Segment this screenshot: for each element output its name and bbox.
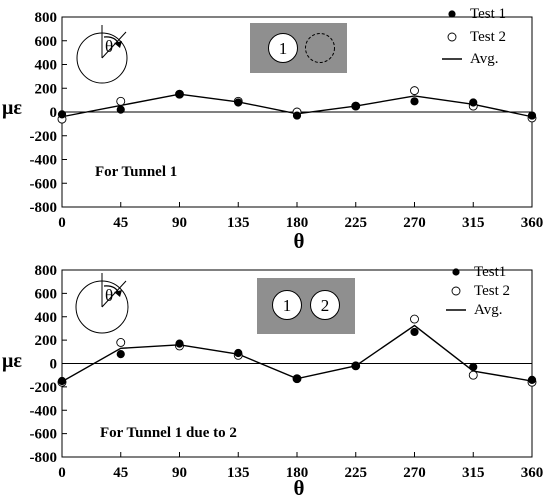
tunnel-box-background [257,278,355,334]
tunnel-layout-box: 1 [250,23,347,73]
legend-test2-marker [451,286,461,296]
tunnel-circle [272,290,302,320]
x-tick-label: 225 [345,465,368,481]
x-tick-label: 315 [462,215,485,231]
angle-inset-diagram: θ [75,273,129,334]
x-tick-label: 0 [58,215,66,231]
inset-arrowhead [114,290,122,297]
y-axis-label: με [2,97,22,119]
tunnel-label: 1 [279,39,288,58]
y-tick-label: 0 [50,357,58,373]
x-tick-label: 45 [113,465,128,481]
y-tick-label: 0 [50,105,58,121]
test1-point [175,339,184,348]
legend-avg-label: Avg. [474,302,502,318]
test1-point [175,90,184,99]
x-tick-label: 180 [286,465,309,481]
tunnel-circle [310,290,340,320]
y-tick-label: -800 [30,200,58,216]
y-tick-label: -200 [30,129,58,145]
test2-point [116,96,126,106]
test1-point [469,98,478,107]
y-tick-label: 600 [35,34,58,50]
tunnel-label: 2 [321,296,330,315]
tunnel-circle [268,33,298,63]
x-tick-label: 270 [403,465,426,481]
y-tick-label: 200 [35,333,58,349]
legend: Test 1 Test 2 Avg. [442,6,506,67]
y-tick-label: -400 [30,153,58,169]
x-tick-label: 45 [113,215,128,231]
x-tick-label: 315 [462,465,485,481]
y-tick-label: -200 [30,380,58,396]
y-tick-label: 800 [35,10,58,26]
test1-point [292,111,302,120]
inset-arrowhead [114,41,122,48]
test1-point [234,348,243,358]
y-tick-label: -400 [30,403,58,419]
x-tick-label: 90 [172,215,187,231]
y-tick-label: -800 [30,450,58,466]
y-tick-label: 400 [35,310,58,326]
inset-theta-label: θ [105,37,113,56]
legend-avg-label: Avg. [470,51,498,67]
x-axis-label: θ [294,229,305,253]
legend-test1-label: Test 1 [470,6,506,22]
legend-test1-label: Test1 [474,264,506,280]
test1-point [116,350,125,359]
legend-test1-marker [448,10,456,18]
test1-point [234,98,243,107]
legend-test1-marker [452,268,460,276]
test1-point [410,97,419,106]
test1-point [351,361,360,370]
legend-test2-marker [447,32,457,42]
test1-point [410,327,419,337]
y-tick-label: 600 [35,286,58,302]
test1-point [292,374,302,383]
tunnel-label: 1 [283,296,292,315]
x-tick-label: 180 [286,215,309,231]
x-tick-label: 90 [172,465,187,481]
test2-point [116,338,126,347]
angle-inset-diagram: θ [76,25,128,84]
tunnel-outline-dashed [305,33,335,63]
test1-point [469,362,478,372]
x-tick-label: 270 [403,215,426,231]
panel-annotation: For Tunnel 1 [95,164,177,180]
x-tick-label: 225 [345,215,368,231]
test1-point [57,110,67,119]
x-tick-label: 360 [521,215,544,231]
x-tick-label: 0 [58,465,66,481]
y-tick-label: 400 [35,58,58,74]
inset-radius-line [101,280,127,308]
test1-point [351,101,360,111]
x-tick-label: 360 [521,465,544,481]
x-axis-label: θ [294,476,305,498]
inset-radius-line [101,31,127,59]
y-tick-label: 200 [35,81,58,97]
test1-point [57,376,67,386]
legend-test2-label: Test 2 [474,283,510,299]
test1-point [527,111,537,120]
inset-theta-label: θ [105,286,113,305]
test1-point [527,375,537,384]
legend-test2-label: Test 2 [470,29,506,45]
y-tick-label: 800 [35,263,58,279]
test2-point [410,314,419,324]
test2-point [468,370,478,380]
panel-annotation: For Tunnel 1 due to 2 [100,425,237,441]
y-axis-label: με [2,350,22,372]
x-tick-label: 135 [227,215,250,231]
y-tick-label: -600 [30,176,58,192]
legend: Test1 Test 2 Avg. [446,264,510,318]
test2-point [410,86,419,96]
y-tick-label: -600 [30,427,58,443]
test1-point [116,105,125,114]
x-tick-label: 135 [227,465,250,481]
